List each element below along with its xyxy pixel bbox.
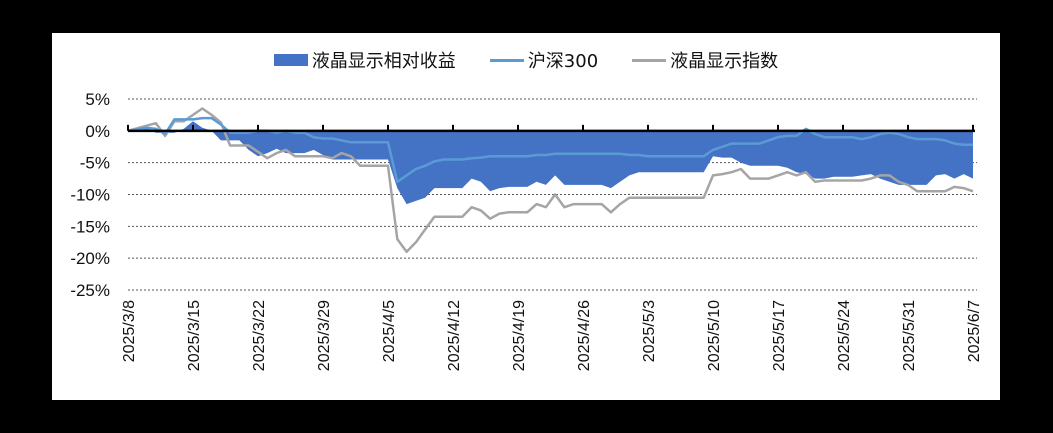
x-tick-label: 2025/5/24 [836,300,853,371]
legend-swatch-line-icon [632,58,667,62]
x-tick-label: 2025/4/26 [576,300,593,371]
y-tick-label: -15% [70,217,110,236]
y-tick-label: -20% [70,249,110,268]
y-tick-label: 0% [85,122,110,141]
x-tick-label: 2025/5/17 [771,300,788,371]
x-tick-label: 2025/3/22 [251,300,268,371]
x-tick-label: 2025/3/15 [186,300,203,371]
relative-return-area [128,121,973,205]
hs300-line [127,116,973,184]
x-tick-label: 2025/4/12 [446,300,463,371]
x-tick-label: 2025/5/10 [706,300,723,371]
legend-item-hs300[interactable]: 沪深300 [489,47,599,73]
x-tick-label: 2025/4/5 [381,300,398,362]
legend-label: 液晶显示指数 [670,51,779,72]
x-tick-label: 2025/4/19 [511,300,528,371]
x-tick-label: 2025/3/29 [316,300,333,371]
y-tick-label: 5% [85,90,110,109]
legend-swatch-line-icon [489,58,524,62]
legend-swatch-area-icon [273,54,308,66]
y-tick-label: -5% [80,154,110,173]
x-tick-label: 2025/3/8 [121,300,138,362]
x-tick-label: 2025/6/7 [966,300,983,362]
chart-legend: 液晶显示相对收益 沪深300 液晶显示指数 [52,47,1000,73]
legend-label: 液晶显示相对收益 [311,51,456,72]
lcd-index-line [127,107,974,254]
chart-panel: 液晶显示相对收益 沪深300 液晶显示指数 [52,33,1000,400]
y-tick-label: -10% [70,186,110,205]
x-tick-label: 2025/5/3 [641,300,658,362]
y-tick-label: -25% [70,281,110,300]
legend-item-lcd-index[interactable]: 液晶显示指数 [632,47,778,73]
legend-item-relative-return[interactable]: 液晶显示相对收益 [273,47,456,73]
legend-label: 沪深300 [527,51,599,72]
x-tick-label: 2025/5/31 [901,300,918,371]
